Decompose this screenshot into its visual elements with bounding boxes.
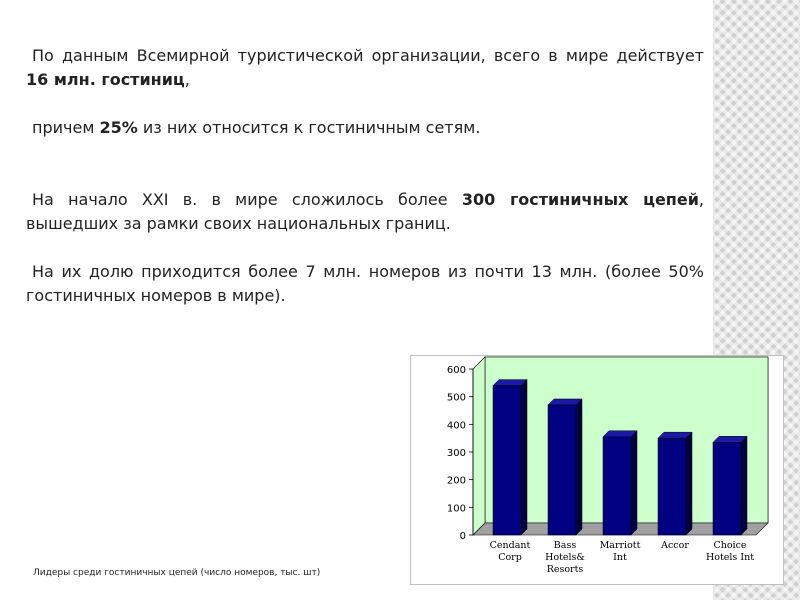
x-tick-label: Choice bbox=[713, 540, 746, 551]
paragraph-text: На начало XXI в. в мире сложилось более bbox=[32, 190, 462, 209]
paragraph-text: На их долю приходится более 7 млн. номер… bbox=[26, 262, 704, 305]
bar-side bbox=[685, 431, 693, 536]
bar-side bbox=[520, 378, 528, 536]
y-tick-label: 500 bbox=[447, 393, 466, 404]
slide-text: По данным Всемирной туристической органи… bbox=[26, 44, 704, 308]
y-tick-label: 600 bbox=[447, 365, 466, 376]
paragraph-text: , вышедших за рамки своих национальных г… bbox=[26, 190, 704, 233]
bar bbox=[492, 385, 522, 536]
x-tick-label: Accor bbox=[660, 540, 689, 551]
bar-top bbox=[712, 436, 748, 443]
bar-top bbox=[657, 431, 693, 439]
emphasis-text: 16 млн. гостиниц bbox=[26, 70, 185, 89]
paragraph-chains-count: На начало XXI в. в мире сложилось более … bbox=[26, 188, 704, 236]
y-tick-label: 0 bbox=[460, 531, 466, 542]
emphasis-text: 25% bbox=[99, 118, 138, 137]
y-tick-label: 100 bbox=[447, 503, 466, 514]
bar-side bbox=[575, 398, 583, 536]
bar bbox=[657, 437, 687, 536]
paragraph-text: причем bbox=[32, 118, 100, 137]
bar-chart: 0 100 200 300 400 500 600 Cendant Corp Bass Hotels… bbox=[410, 355, 784, 585]
bar-top bbox=[602, 430, 638, 438]
chart-caption: Лидеры среди гостиничных цепей (число но… bbox=[33, 568, 321, 578]
bar bbox=[547, 404, 577, 536]
x-tick-label: Corp bbox=[498, 552, 522, 563]
bar bbox=[712, 442, 742, 536]
bar bbox=[602, 436, 632, 536]
paragraph-rooms-share: На их долю приходится более 7 млн. номер… bbox=[26, 260, 704, 308]
paragraph-text: из них относится к гостиничным сетям. bbox=[137, 118, 481, 137]
bar-side bbox=[740, 435, 748, 536]
x-tick-label: Hotels& bbox=[545, 552, 585, 563]
chart-svg: 0100200300400500600CendantCorpBassHotels… bbox=[410, 355, 784, 585]
x-tick-label: Hotels Int bbox=[706, 552, 754, 563]
paragraph-hotel-chains-share: причем 25% из них относится к гостиничны… bbox=[26, 116, 704, 140]
bar-top bbox=[492, 379, 528, 386]
x-tick-label: Resorts bbox=[547, 564, 584, 575]
bar-side bbox=[630, 430, 638, 536]
paragraph-text: По данным Всемирной туристической органи… bbox=[32, 46, 704, 65]
plot-side-wall bbox=[472, 356, 486, 536]
paragraph-text: , bbox=[184, 70, 190, 89]
bar-top bbox=[547, 398, 583, 406]
y-tick-label: 400 bbox=[447, 420, 466, 431]
x-tick-label: Int bbox=[613, 552, 627, 563]
x-tick-label: Bass bbox=[554, 540, 577, 551]
emphasis-text: 300 гостиничных цепей bbox=[461, 190, 699, 209]
x-tick-label: Marriott bbox=[600, 540, 641, 551]
paragraph-hotels-total: По данным Всемирной туристической органи… bbox=[26, 44, 704, 92]
y-tick-label: 300 bbox=[447, 448, 466, 459]
y-tick-label: 200 bbox=[447, 476, 466, 487]
x-tick-label: Cendant bbox=[490, 540, 531, 551]
